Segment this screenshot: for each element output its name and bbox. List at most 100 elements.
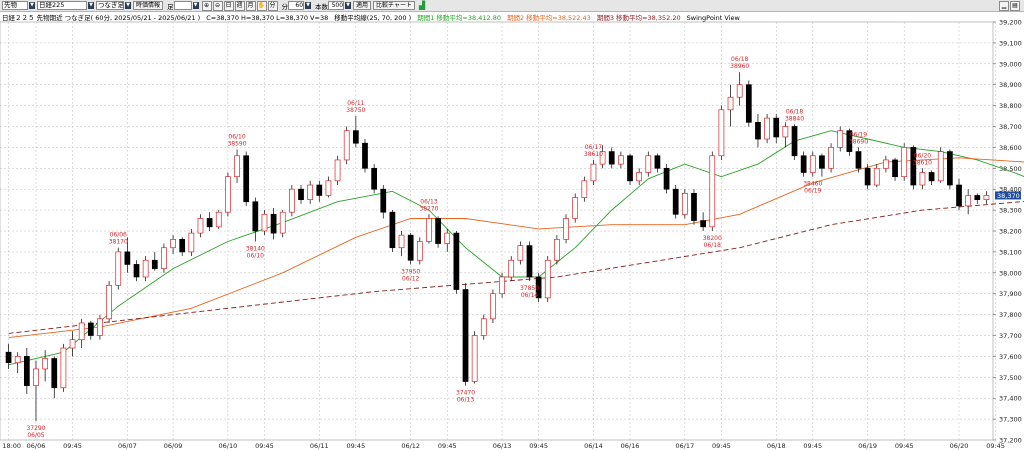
y-tick-label: 37,300 bbox=[999, 416, 1022, 424]
x-tick-label: 09:45 bbox=[712, 442, 731, 450]
print-icon[interactable]: ▤ bbox=[1010, 0, 1020, 11]
y-tick-label: 37,900 bbox=[999, 290, 1022, 298]
link-mode-select[interactable]: つなぎ足 bbox=[96, 1, 124, 10]
candle-body bbox=[901, 147, 908, 178]
candle-body bbox=[517, 245, 524, 261]
candle-body bbox=[42, 358, 48, 370]
candle-body bbox=[691, 193, 697, 221]
minute-icon[interactable]: 分 bbox=[267, 0, 278, 11]
x-tick-label: 06/14 bbox=[584, 442, 603, 450]
x-tick-label: 5 18:00 bbox=[0, 442, 21, 450]
candle-body bbox=[937, 151, 944, 182]
swing-high-value: 38690 bbox=[849, 138, 868, 145]
swing-low-value: 38460 bbox=[803, 181, 822, 188]
apply-button[interactable]: 適用 bbox=[353, 1, 372, 10]
instrument-select[interactable]: 日経225 bbox=[37, 1, 87, 10]
zoom-out-icon[interactable]: ⊖ bbox=[212, 0, 223, 11]
x-tick-label: 06/12 bbox=[401, 442, 420, 450]
quote-info-button[interactable]: 時価情報 bbox=[133, 1, 164, 10]
x-tick-label: 06/20 bbox=[950, 442, 969, 450]
y-tick-label: 38,300 bbox=[999, 207, 1022, 215]
interval-input[interactable]: 60 bbox=[288, 1, 305, 10]
trend-icon[interactable]: ▟ bbox=[418, 1, 426, 10]
swing-high-date: 06/18 bbox=[731, 56, 748, 63]
candle-body bbox=[800, 155, 807, 173]
candle-body bbox=[435, 218, 441, 244]
candle-body bbox=[453, 232, 460, 290]
y-tick-label: 38,000 bbox=[999, 269, 1022, 277]
count-input[interactable]: 500 bbox=[328, 1, 345, 10]
chart-info-bar: 日経２２５ 先物期近 つなぎ足( 60分, 2025/05/21 - 2025/… bbox=[2, 12, 744, 22]
candle-body bbox=[60, 347, 67, 389]
ma-line-200 bbox=[8, 200, 1024, 334]
swing-high-value: 38610 bbox=[913, 159, 932, 166]
swing-high-date: 06/17 bbox=[585, 144, 602, 151]
candle-body bbox=[755, 121, 761, 140]
chevron-down-icon[interactable]: ▼ bbox=[88, 2, 94, 9]
y-tick-label: 37,400 bbox=[999, 395, 1022, 403]
candle-body bbox=[462, 289, 469, 382]
candle-body bbox=[736, 84, 743, 98]
candle-body bbox=[663, 167, 670, 190]
x-tick-label: 06/17 bbox=[675, 442, 694, 450]
x-tick-label: 06/18 bbox=[767, 442, 786, 450]
candle-body bbox=[215, 211, 222, 228]
candle-body bbox=[956, 184, 962, 207]
chevron-down-icon[interactable]: ▼ bbox=[305, 2, 312, 9]
x-tick-label: 06/10 bbox=[219, 442, 238, 450]
candle-body bbox=[97, 318, 103, 336]
hand-icon[interactable]: ✋ bbox=[256, 0, 267, 11]
candle-body bbox=[636, 172, 643, 182]
swing-low-value: 37290 bbox=[26, 425, 45, 432]
day-icon[interactable]: 日 bbox=[223, 0, 234, 11]
symbol-select[interactable]: 先物 bbox=[2, 1, 28, 10]
candle-body bbox=[910, 147, 917, 186]
candle-body bbox=[745, 84, 752, 123]
compare-chart-button[interactable]: 比較チャート bbox=[373, 1, 415, 10]
candle-body bbox=[334, 159, 341, 182]
swing-high-date: 06/18 bbox=[786, 108, 803, 115]
candle-body bbox=[965, 195, 972, 207]
y-tick-label: 37,800 bbox=[999, 311, 1022, 319]
candle-body bbox=[526, 245, 533, 278]
ma-value-3: 期間3 移動平均=38,352.20 bbox=[596, 14, 681, 22]
swing-low-date: 06/12 bbox=[402, 275, 419, 282]
candle-body bbox=[78, 322, 85, 341]
x-tick-label: 06/09 bbox=[164, 442, 183, 450]
swing-low-value: 37850 bbox=[520, 285, 539, 292]
bar-type-select[interactable] bbox=[173, 1, 192, 10]
candle-body bbox=[51, 358, 58, 389]
week-icon[interactable]: 週 bbox=[234, 0, 245, 11]
y-tick-label: 38,200 bbox=[999, 228, 1022, 236]
candle-body bbox=[809, 155, 816, 173]
chevron-down-icon[interactable]: ▼ bbox=[192, 2, 199, 9]
month-icon[interactable]: 月 bbox=[245, 0, 256, 11]
minimize-icon[interactable]: ▁ bbox=[999, 0, 1009, 11]
candle-body bbox=[837, 130, 844, 148]
candle-body bbox=[416, 241, 423, 261]
x-tick-label: 09:45 bbox=[895, 442, 914, 450]
candle-body bbox=[389, 211, 396, 249]
candle-body bbox=[828, 147, 834, 169]
chevron-down-icon[interactable]: ▼ bbox=[29, 2, 35, 9]
swing-high-date: 06/06 bbox=[110, 232, 127, 239]
candle-body bbox=[480, 318, 487, 336]
candle-body bbox=[316, 184, 323, 196]
candle-body bbox=[563, 218, 569, 240]
candle-body bbox=[407, 234, 414, 261]
x-tick-label: 06/16 bbox=[621, 442, 640, 450]
x-tick-label: 06/07 bbox=[118, 442, 137, 450]
candle-body bbox=[352, 130, 359, 144]
candle-body bbox=[700, 220, 706, 228]
candle-body bbox=[490, 293, 496, 320]
candle-body bbox=[928, 172, 935, 182]
chevron-down-icon[interactable]: ▼ bbox=[125, 2, 131, 9]
candle-body bbox=[864, 167, 871, 186]
candle-body bbox=[87, 322, 94, 336]
y-tick-label: 38,600 bbox=[999, 144, 1022, 152]
candle-body bbox=[398, 234, 405, 249]
x-tick-label: 09:45 bbox=[529, 442, 548, 450]
chevron-down-icon[interactable]: ▼ bbox=[345, 2, 352, 9]
zoom-in-icon[interactable]: ⊕ bbox=[201, 0, 212, 11]
